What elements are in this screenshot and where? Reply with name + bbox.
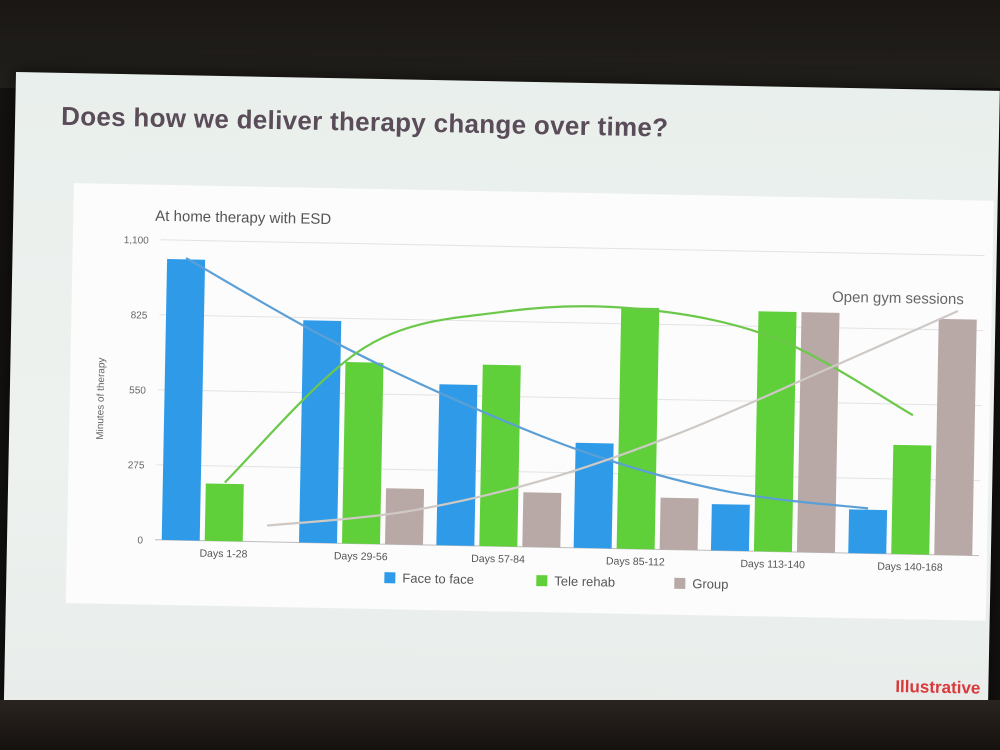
bar-group <box>934 318 977 556</box>
x-tick-label: Days 57-84 <box>471 553 525 566</box>
x-tick-label: Days 1-28 <box>199 548 247 561</box>
x-tick-label: Days 85-112 <box>606 555 665 568</box>
footer-note: Illustrative <box>895 676 981 698</box>
bar-tele-rehab <box>891 444 932 555</box>
bar-tele-rehab <box>616 307 660 550</box>
y-tick-label: 275 <box>128 460 145 471</box>
legend-label: Tele rehab <box>554 573 615 589</box>
presentation-slide: Does how we deliver therapy change over … <box>3 72 1000 727</box>
y-tick-label: 825 <box>131 310 148 321</box>
bar-face-to-face <box>299 320 342 544</box>
x-tick-label: Days 113-140 <box>740 558 805 571</box>
y-axis-label: Minutes of therapy <box>95 357 108 439</box>
bar-group <box>659 497 699 551</box>
projection-screen-top <box>0 0 1000 88</box>
x-tick-labels: Days 1-28 Days 29-56 Days 57-84 Days 85-112… <box>199 548 943 574</box>
grid-line <box>160 239 985 257</box>
y-tick-label: 0 <box>137 535 143 546</box>
bar-group <box>796 312 840 553</box>
bar-group <box>522 492 562 548</box>
legend-swatch <box>674 577 686 589</box>
grid-line <box>159 314 984 332</box>
trendline-face-to-face <box>185 257 869 510</box>
trendline-group <box>266 310 959 527</box>
y-tick-labels: 0 275 550 825 1,100 <box>124 235 150 546</box>
chart-panel: At home therapy with ESD Minutes of ther… <box>65 183 994 621</box>
bar-face-to-face <box>710 504 750 552</box>
bar-tele-rehab <box>342 362 384 545</box>
x-tick-label: Days 140-168 <box>877 561 943 574</box>
legend-label: Face to face <box>402 571 474 587</box>
bar-face-to-face <box>848 509 888 554</box>
bar-face-to-face <box>161 259 206 541</box>
legend: Face to face Tele rehab Group <box>384 571 729 592</box>
trendlines <box>185 257 959 527</box>
grid-line <box>155 539 979 557</box>
legend-swatch <box>384 572 396 584</box>
bars <box>161 259 977 556</box>
slide-title: Does how we deliver therapy change over … <box>60 100 669 143</box>
chart-title: At home therapy with ESD <box>155 208 331 228</box>
bar-chart: At home therapy with ESD Minutes of ther… <box>95 208 985 592</box>
bar-face-to-face <box>573 442 614 549</box>
bar-tele-rehab <box>753 311 797 552</box>
legend-swatch <box>536 575 548 587</box>
y-tick-label: 1,100 <box>124 235 150 246</box>
trendline-tele-rehab <box>224 305 914 484</box>
grid-line <box>157 389 982 407</box>
bar-tele-rehab <box>479 364 521 547</box>
bar-group <box>385 488 425 545</box>
bar-tele-rehab <box>204 483 244 542</box>
bar-face-to-face <box>436 384 478 546</box>
chart-annotation: Open gym sessions <box>832 289 964 309</box>
y-tick-label: 550 <box>129 385 146 396</box>
x-tick-label: Days 29-56 <box>334 550 388 563</box>
legend-label: Group <box>692 576 728 592</box>
projection-bottom-edge <box>0 700 1000 750</box>
